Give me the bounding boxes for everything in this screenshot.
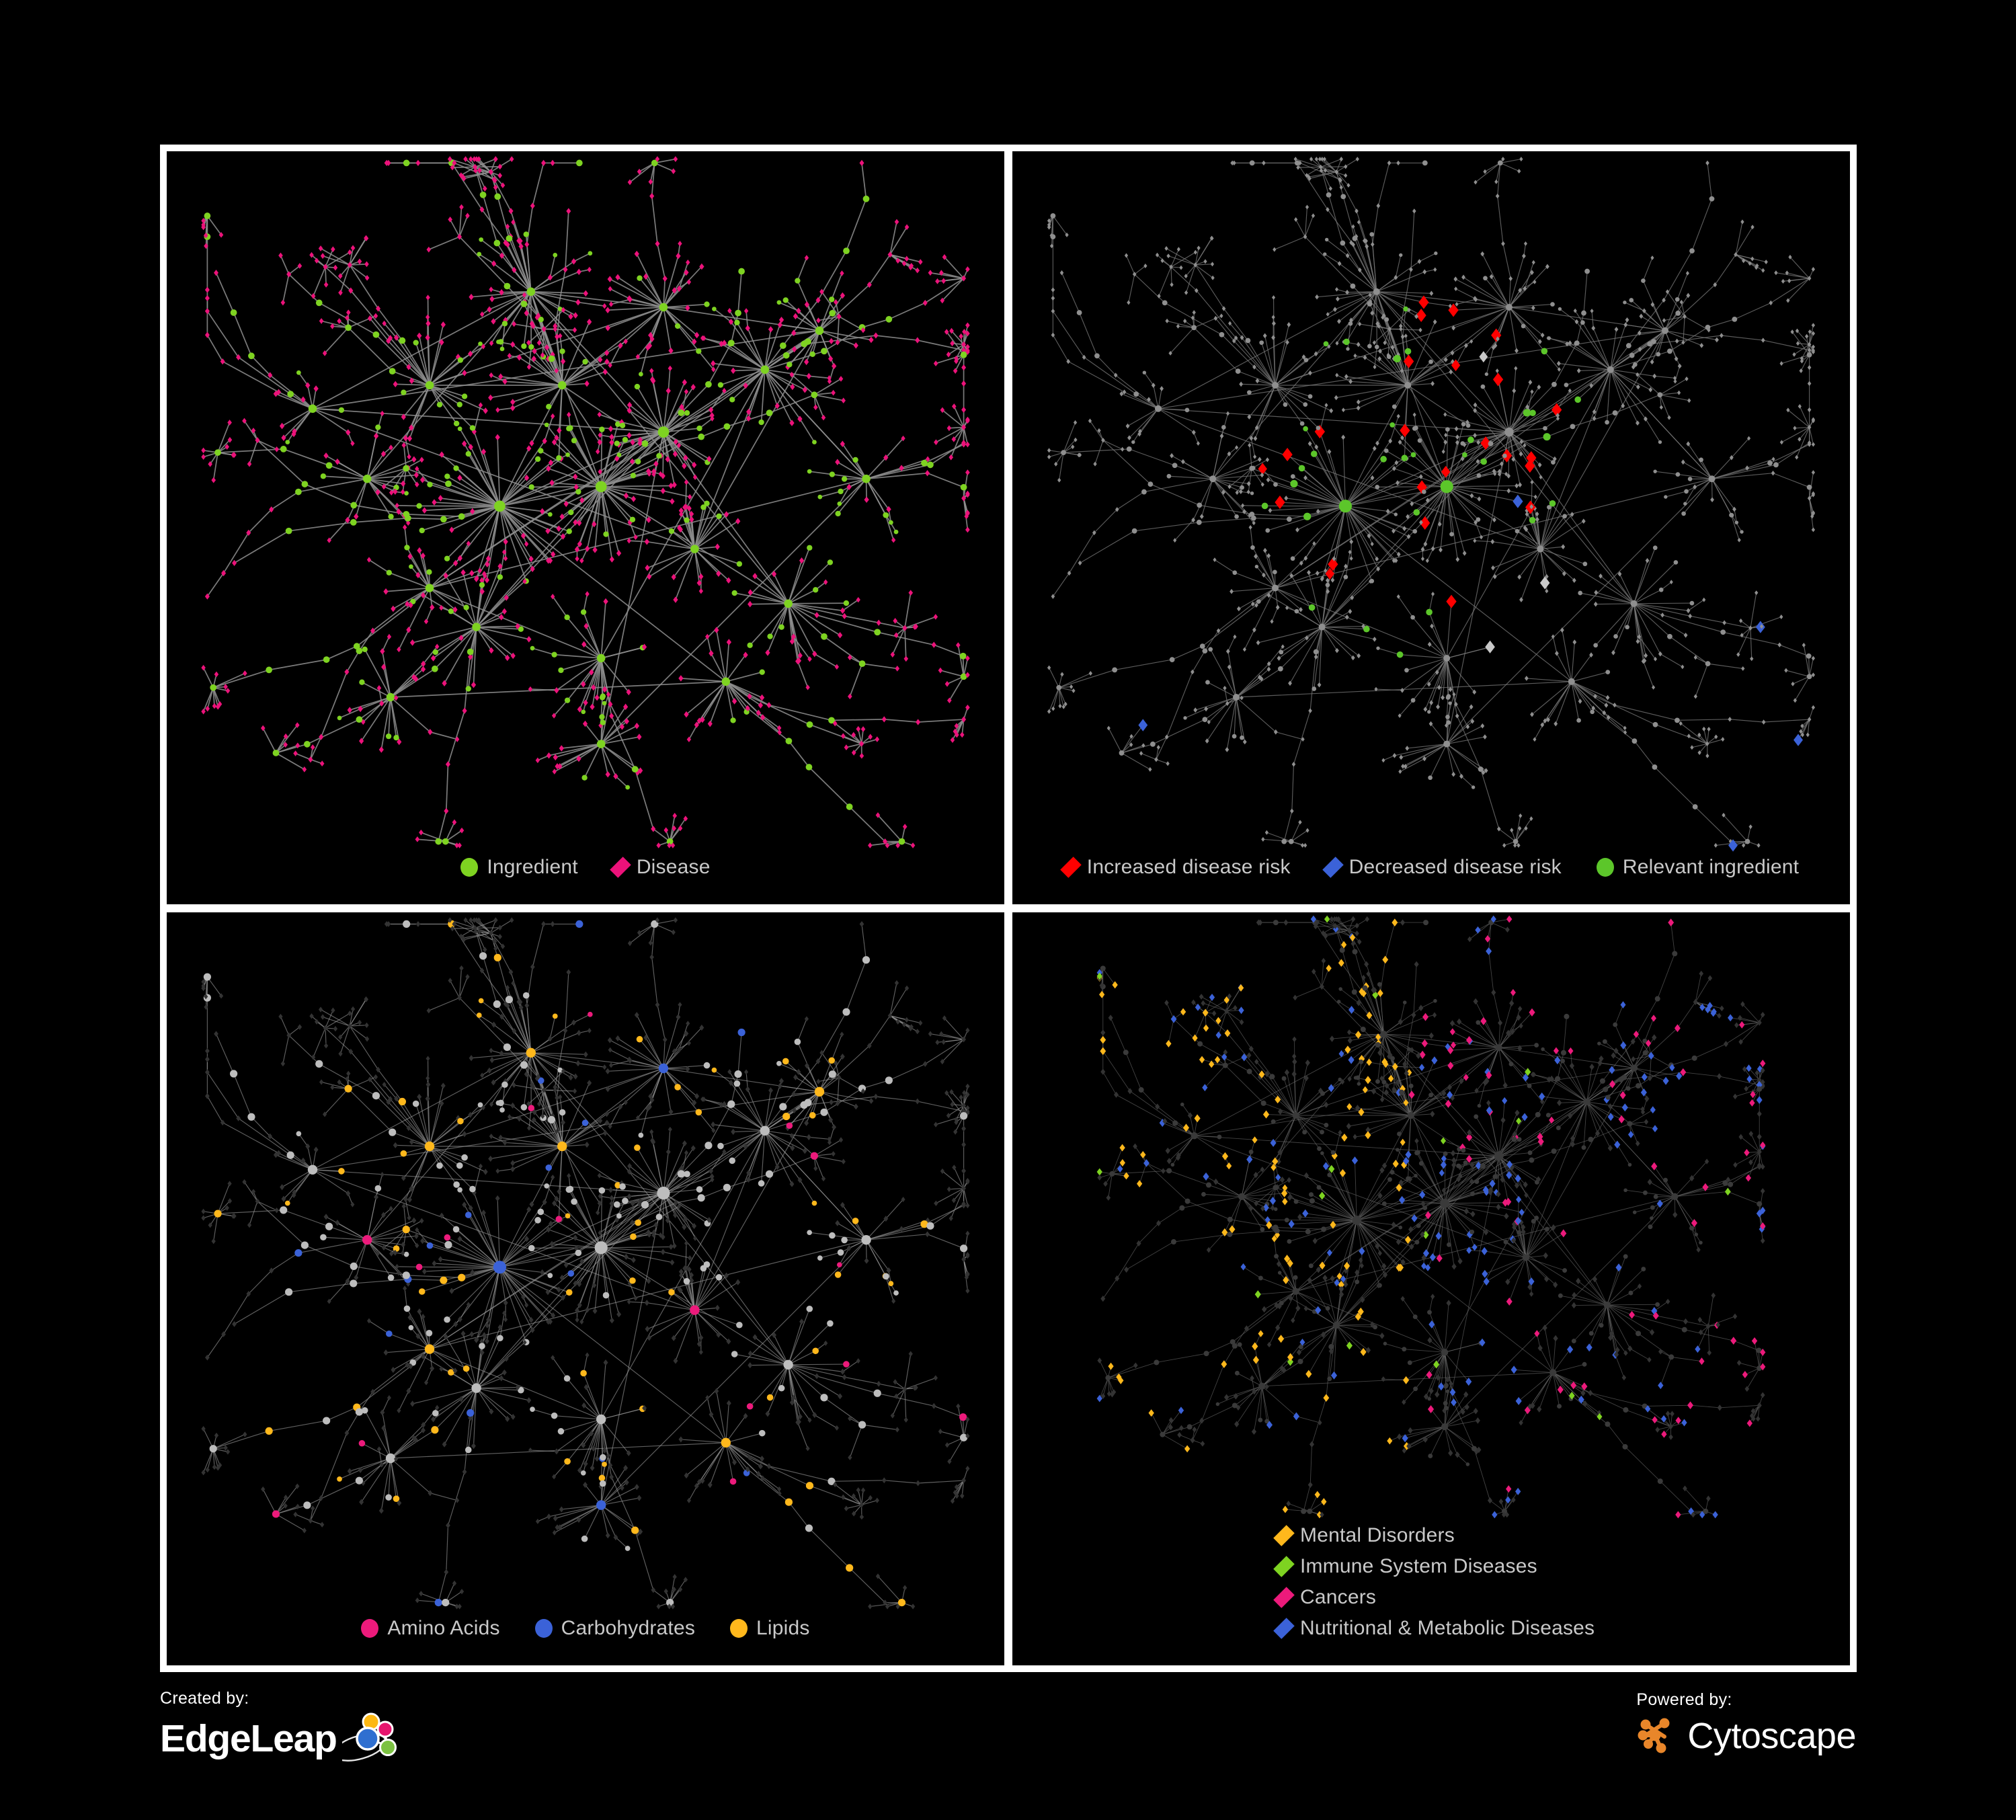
cytoscape-wordmark: Cytoscape bbox=[1687, 1715, 1856, 1756]
network-canvas-4[interactable] bbox=[1012, 912, 1850, 1521]
legend-item-label: Lipids bbox=[756, 1617, 810, 1639]
green-circle-icon bbox=[460, 858, 479, 877]
legend-panel-3: Amino Acids Carbohydrates Lipids bbox=[167, 1614, 1004, 1665]
panel-nutrient-classes: Amino Acids Carbohydrates Lipids bbox=[167, 912, 1004, 1665]
legend-item[interactable]: Nutritional & Metabolic Diseases bbox=[1273, 1618, 1595, 1639]
pink-circle-icon bbox=[361, 1619, 379, 1638]
panel-ingredient-disease: Ingredient Disease bbox=[167, 151, 1004, 904]
created-by-kicker: Created by: bbox=[160, 1689, 249, 1708]
legend-item[interactable]: Immune System Diseases bbox=[1273, 1556, 1537, 1577]
green-diamond-icon bbox=[1273, 1556, 1295, 1577]
legend-item-label: Relevant ingredient bbox=[1622, 856, 1800, 878]
legend-item-label: Decreased disease risk bbox=[1348, 856, 1562, 878]
edgeleap-network-logo-icon bbox=[332, 1711, 400, 1767]
panel-disease-risk: Increased disease risk Decreased disease… bbox=[1012, 151, 1850, 904]
green-circle-icon bbox=[1596, 858, 1614, 877]
network-graph-disease-classes[interactable] bbox=[1012, 912, 1850, 1521]
footer-branding: Created by: EdgeLeap Powered by: bbox=[160, 1681, 1856, 1802]
legend-item[interactable]: Amino Acids bbox=[361, 1618, 499, 1638]
pink-diamond-icon bbox=[610, 857, 631, 878]
blue-circle-icon bbox=[534, 1619, 553, 1638]
legend-item[interactable]: Increased disease risk bbox=[1059, 856, 1291, 878]
orange-circle-icon bbox=[730, 1619, 748, 1638]
legend-item-label: Ingredient bbox=[487, 856, 578, 878]
legend-item-label: Amino Acids bbox=[387, 1617, 500, 1639]
legend-panel-1: Ingredient Disease bbox=[167, 853, 1004, 904]
network-canvas-1[interactable] bbox=[167, 151, 1004, 853]
legend-item-label: Mental Disorders bbox=[1300, 1524, 1455, 1546]
legend-item[interactable]: Ingredient bbox=[460, 856, 578, 878]
panel-grid: Ingredient Disease Increased disease ris… bbox=[160, 145, 1857, 1672]
edgeleap-wordmark: EdgeLeap bbox=[160, 1717, 337, 1760]
panel-disease-classes: Mental Disorders Immune System Diseases … bbox=[1012, 912, 1850, 1665]
legend-item[interactable]: Lipids bbox=[730, 1618, 810, 1638]
legend-item[interactable]: Relevant ingredient bbox=[1596, 856, 1800, 878]
network-graph-disease-risk[interactable] bbox=[1012, 151, 1850, 853]
legend-item-label: Disease bbox=[636, 856, 711, 878]
legend-item-label: Increased disease risk bbox=[1086, 856, 1291, 878]
legend-item[interactable]: Decreased disease risk bbox=[1322, 856, 1562, 878]
blue-diamond-icon bbox=[1322, 857, 1344, 878]
powered-by-kicker: Powered by: bbox=[1636, 1690, 1732, 1709]
legend-item[interactable]: Mental Disorders bbox=[1273, 1524, 1471, 1546]
red-diamond-icon bbox=[1059, 857, 1082, 878]
legend-item-label: Nutritional & Metabolic Diseases bbox=[1300, 1617, 1595, 1639]
blue-diamond-icon bbox=[1273, 1618, 1295, 1639]
orange-diamond-icon bbox=[1273, 1525, 1295, 1546]
legend-panel-2: Increased disease risk Decreased disease… bbox=[1012, 853, 1850, 904]
network-canvas-3[interactable] bbox=[167, 912, 1004, 1614]
cytoscape-network-logo-icon bbox=[1635, 1712, 1678, 1759]
network-canvas-2[interactable] bbox=[1012, 151, 1850, 853]
created-by-edgeleap[interactable]: Created by: EdgeLeap bbox=[160, 1689, 400, 1767]
network-graph-nutrient-classes[interactable] bbox=[167, 912, 1004, 1614]
legend-item-label: Carbohydrates bbox=[561, 1617, 696, 1639]
legend-item[interactable]: Disease bbox=[610, 856, 711, 878]
legend-item-label: Cancers bbox=[1300, 1586, 1377, 1608]
network-graph-ingredient-disease[interactable] bbox=[167, 151, 1004, 853]
figure-container: Ingredient Disease Increased disease ris… bbox=[160, 145, 1857, 1672]
legend-item[interactable]: Cancers bbox=[1273, 1586, 1471, 1608]
legend-item[interactable]: Carbohydrates bbox=[534, 1617, 696, 1639]
legend-panel-4: Mental Disorders Immune System Diseases … bbox=[1176, 1521, 1687, 1665]
pink-diamond-icon bbox=[1273, 1587, 1295, 1608]
powered-by-cytoscape[interactable]: Powered by: bbox=[1635, 1690, 1856, 1759]
legend-item-label: Immune System Diseases bbox=[1300, 1555, 1537, 1577]
